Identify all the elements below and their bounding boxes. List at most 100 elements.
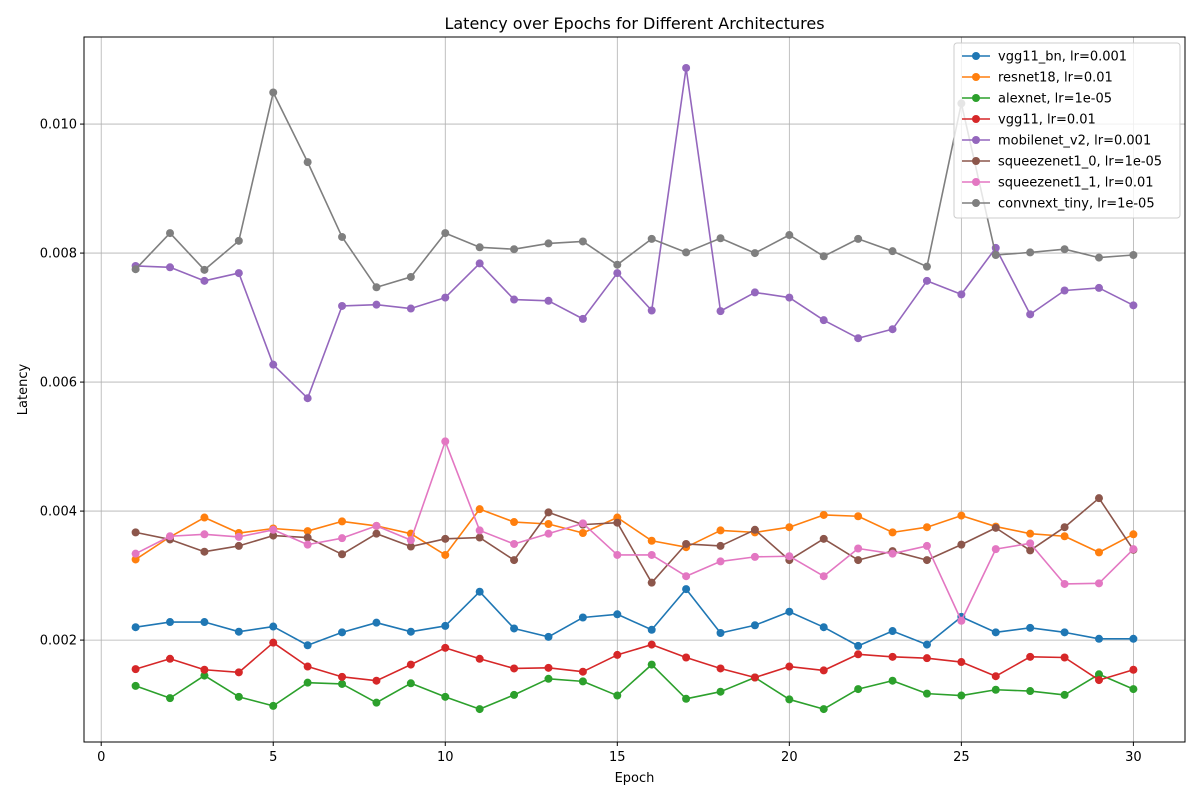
data-point <box>441 293 450 302</box>
data-point <box>647 306 656 315</box>
data-point <box>785 695 794 704</box>
data-point <box>578 529 587 538</box>
data-point <box>578 667 587 676</box>
x-tick-label: 10 <box>437 750 454 765</box>
data-point <box>338 679 347 688</box>
y-axis-label: Latency <box>16 364 31 416</box>
x-tick-label: 30 <box>1125 750 1142 765</box>
legend-swatch-marker <box>972 178 980 186</box>
data-point <box>819 316 828 325</box>
data-point <box>991 672 1000 681</box>
data-point <box>578 677 587 686</box>
data-point <box>647 640 656 649</box>
legend-label: resnet18, lr=0.01 <box>998 71 1113 86</box>
data-point <box>991 628 1000 637</box>
data-point <box>716 541 725 550</box>
legend-item: resnet18, lr=0.01 <box>962 71 1113 86</box>
legend-item: vgg11, lr=0.01 <box>962 113 1096 128</box>
data-point <box>338 628 347 637</box>
data-point <box>372 300 381 309</box>
data-point <box>510 664 519 673</box>
legend-swatch-marker <box>972 115 980 123</box>
grid-lines <box>84 37 1185 742</box>
data-point <box>1129 301 1138 310</box>
data-point <box>991 251 1000 260</box>
data-point <box>750 288 759 297</box>
data-point <box>200 665 209 674</box>
data-point <box>441 437 450 446</box>
data-point <box>888 652 897 661</box>
data-point <box>406 542 415 551</box>
data-point <box>303 158 312 167</box>
data-point <box>1129 685 1138 694</box>
data-point <box>234 668 243 677</box>
data-point <box>406 272 415 281</box>
data-point <box>888 549 897 558</box>
data-point <box>234 692 243 701</box>
data-point <box>131 555 140 564</box>
data-point <box>1026 310 1035 319</box>
y-tick-label: 0.008 <box>40 247 77 262</box>
data-point <box>1060 245 1069 254</box>
data-point <box>510 690 519 699</box>
data-point <box>578 237 587 246</box>
data-point <box>922 640 931 649</box>
data-point <box>613 691 622 700</box>
data-point <box>131 549 140 558</box>
data-point <box>682 63 691 72</box>
data-point <box>716 628 725 637</box>
data-point <box>131 265 140 274</box>
data-point <box>957 511 966 520</box>
data-point <box>303 678 312 687</box>
data-point <box>303 641 312 650</box>
data-point <box>269 360 278 369</box>
data-point <box>1060 653 1069 662</box>
legend-label: vgg11, lr=0.01 <box>998 113 1096 128</box>
data-point <box>1026 687 1035 696</box>
data-point <box>922 541 931 550</box>
data-point <box>234 532 243 541</box>
data-point <box>819 623 828 632</box>
plot-frame <box>83 36 1186 743</box>
data-point <box>1026 652 1035 661</box>
data-point <box>234 541 243 550</box>
data-point <box>166 694 175 703</box>
data-point <box>1129 545 1138 554</box>
legend-item: squeezenet1_0, lr=1e-05 <box>962 155 1162 170</box>
data-point <box>475 533 484 542</box>
data-point <box>819 252 828 261</box>
data-point <box>544 519 553 528</box>
data-point <box>1026 546 1035 555</box>
data-point <box>406 679 415 688</box>
data-point <box>372 283 381 292</box>
data-point <box>785 293 794 302</box>
legend-item: convnext_tiny, lr=1e-05 <box>962 197 1155 212</box>
data-point <box>647 550 656 559</box>
series-line <box>135 440 1134 622</box>
legend-item: vgg11_bn, lr=0.001 <box>962 50 1127 65</box>
data-point <box>922 523 931 532</box>
data-point <box>647 234 656 243</box>
data-point <box>854 556 863 565</box>
data-point <box>1094 283 1103 292</box>
x-tick-label: 0 <box>97 750 105 765</box>
y-tick-label: 0.006 <box>40 376 77 391</box>
legend-swatch-marker <box>972 199 980 207</box>
series-line <box>135 67 1134 400</box>
data-point <box>888 528 897 537</box>
data-point <box>854 641 863 650</box>
legend-item: alexnet, lr=1e-05 <box>962 92 1112 107</box>
data-point <box>578 314 587 323</box>
data-point <box>1060 628 1069 637</box>
chart-title: Latency over Epochs for Different Archit… <box>444 14 824 33</box>
series-line <box>135 497 1135 584</box>
data-point <box>613 610 622 619</box>
legend-label: squeezenet1_1, lr=0.01 <box>998 176 1154 191</box>
data-point <box>716 664 725 673</box>
y-tick-label: 0.002 <box>40 634 77 649</box>
data-point <box>372 676 381 685</box>
data-point <box>510 624 519 633</box>
data-point <box>303 662 312 671</box>
data-point <box>338 301 347 310</box>
data-point <box>647 536 656 545</box>
